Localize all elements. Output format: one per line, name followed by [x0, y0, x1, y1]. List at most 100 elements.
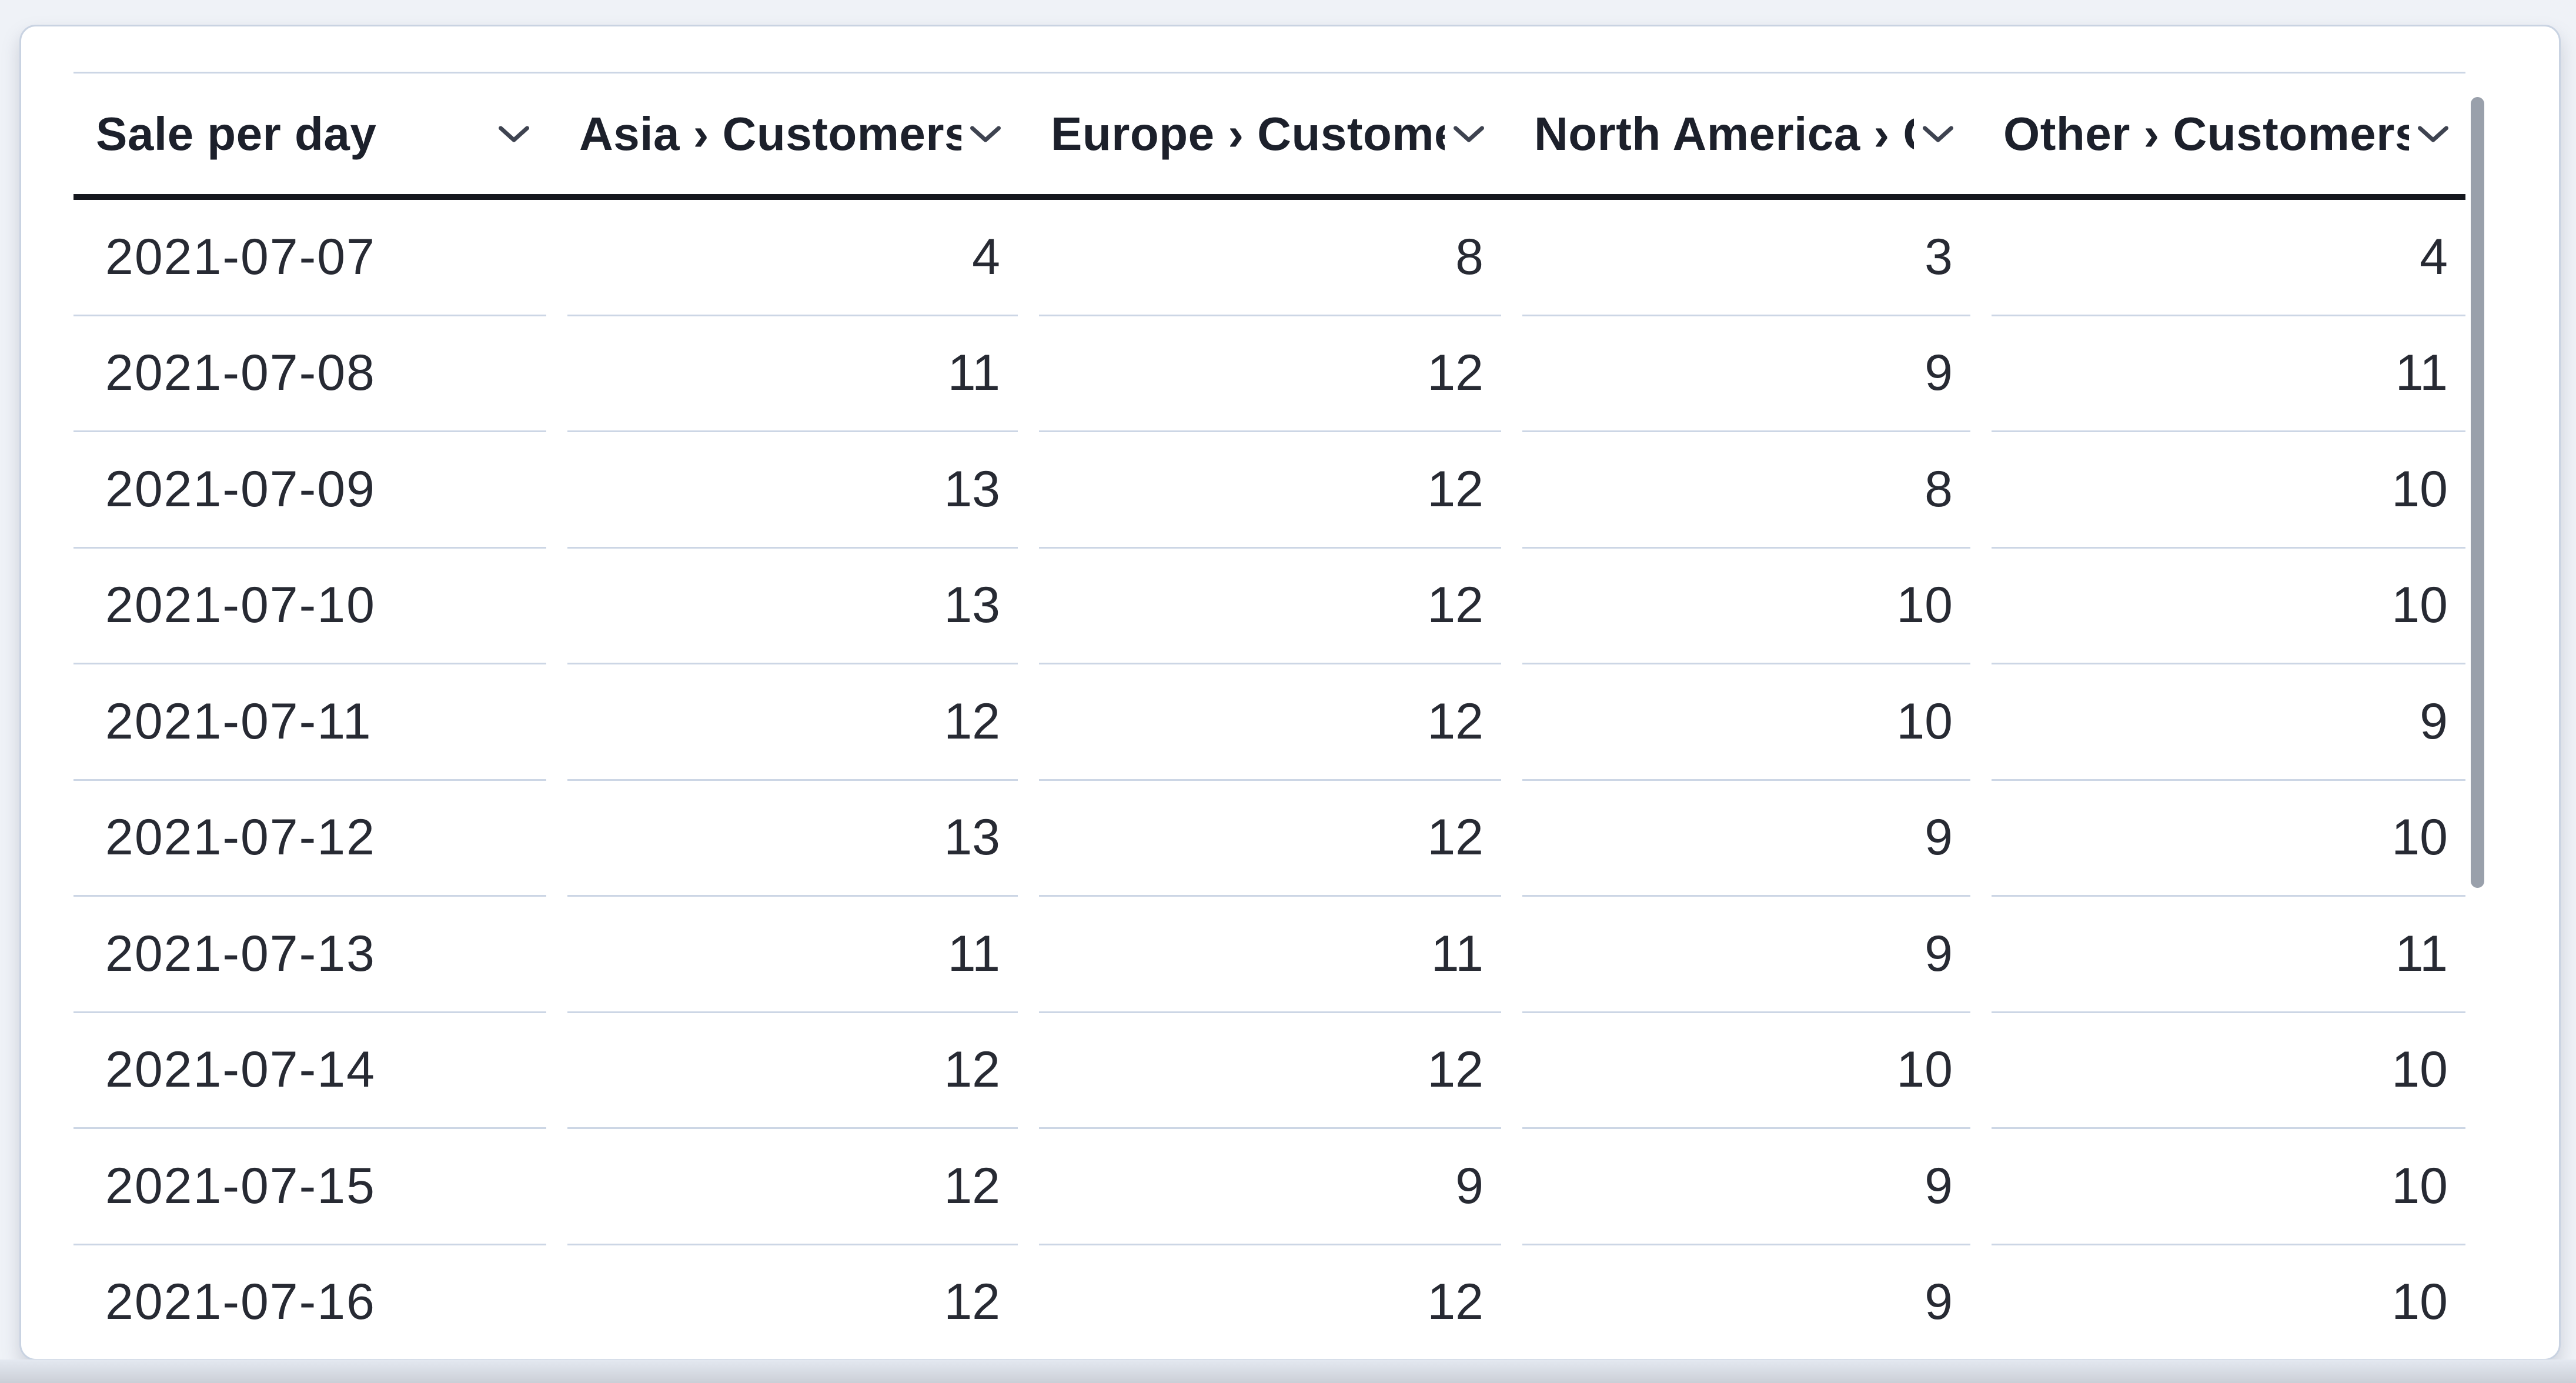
column-gap [1018, 1129, 1039, 1245]
value-cell-na: 3 [1522, 200, 1970, 316]
column-gap [1501, 897, 1522, 1013]
value-cell-europe: 12 [1039, 1245, 1501, 1359]
value-cell-other: 4 [1992, 200, 2465, 316]
column-gap [1501, 1129, 1522, 1245]
value-cell-europe: 12 [1039, 549, 1501, 664]
column-gap [546, 1013, 567, 1130]
value-cell-asia: 11 [567, 897, 1018, 1013]
column-gap [1018, 549, 1039, 665]
column-gap [1501, 1245, 1522, 1359]
column-gap [1501, 664, 1522, 781]
value-cell-na: 10 [1522, 1013, 1970, 1129]
value-cell-na: 9 [1522, 897, 1970, 1013]
value-cell-na: 9 [1522, 1245, 1970, 1359]
value-cell-other: 9 [1992, 664, 2465, 781]
data-table: Sale per day Asia › Customers Europe › Cus… [73, 72, 2465, 1359]
value-cell-other: 10 [1992, 549, 2465, 664]
date-cell: 2021-07-15 [73, 1129, 546, 1245]
column-gap [546, 664, 567, 781]
column-gap [1018, 1245, 1039, 1359]
value-cell-other: 11 [1992, 897, 2465, 1013]
column-gap [546, 1129, 567, 1245]
column-gap [1018, 1013, 1039, 1130]
value-cell-asia: 13 [567, 781, 1018, 897]
column-header-other[interactable]: Other › Customers [1992, 74, 2465, 194]
column-gap [1970, 200, 1992, 316]
column-gap [1018, 74, 1039, 194]
value-cell-other: 10 [1992, 781, 2465, 897]
column-gap [1970, 432, 1992, 549]
value-cell-other: 10 [1992, 1245, 2465, 1359]
column-gap [1501, 432, 1522, 549]
table-body: 2021-07-07 4 8 3 4 2021-07-08 11 12 9 11 2021-07-0… [73, 200, 2465, 1359]
column-header-label: Europe › Customers [1051, 107, 1445, 160]
column-gap [1501, 549, 1522, 665]
value-cell-na: 9 [1522, 316, 1970, 432]
column-header-label: Asia › Customers [579, 107, 961, 160]
date-cell: 2021-07-09 [73, 432, 546, 549]
value-cell-asia: 11 [567, 316, 1018, 432]
date-cell: 2021-07-08 [73, 316, 546, 432]
column-gap [1970, 74, 1992, 194]
column-gap [1501, 1013, 1522, 1130]
column-header-label: North America › Customers [1534, 107, 1914, 160]
table-row: 2021-07-15 12 9 9 10 [73, 1129, 2465, 1245]
value-cell-other: 11 [1992, 316, 2465, 432]
column-gap [1501, 74, 1522, 194]
column-gap [1501, 200, 1522, 316]
table-row: 2021-07-11 12 12 10 9 [73, 664, 2465, 781]
table-row: 2021-07-07 4 8 3 4 [73, 200, 2465, 316]
column-gap [1018, 200, 1039, 316]
column-gap [1018, 897, 1039, 1013]
value-cell-other: 10 [1992, 1013, 2465, 1129]
chevron-down-icon [1454, 125, 1484, 142]
table-row: 2021-07-16 12 12 9 10 [73, 1245, 2465, 1359]
column-gap [1018, 664, 1039, 781]
table-header-row: Sale per day Asia › Customers Europe › Cus… [73, 72, 2465, 200]
column-header-date[interactable]: Sale per day [73, 74, 546, 194]
column-gap [1501, 316, 1522, 433]
column-gap [1018, 781, 1039, 897]
date-cell: 2021-07-16 [73, 1245, 546, 1359]
column-header-na[interactable]: North America › Customers [1522, 74, 1970, 194]
column-header-europe[interactable]: Europe › Customers [1039, 74, 1501, 194]
value-cell-asia: 13 [567, 432, 1018, 549]
value-cell-other: 10 [1992, 432, 2465, 549]
date-cell: 2021-07-10 [73, 549, 546, 664]
value-cell-asia: 4 [567, 200, 1018, 316]
value-cell-na: 9 [1522, 781, 1970, 897]
date-cell: 2021-07-13 [73, 897, 546, 1013]
value-cell-europe: 12 [1039, 316, 1501, 432]
column-gap [1018, 432, 1039, 549]
chevron-down-icon [1923, 125, 1953, 142]
value-cell-na: 10 [1522, 549, 1970, 664]
value-cell-asia: 12 [567, 1129, 1018, 1245]
data-table-card: Sale per day Asia › Customers Europe › Cus… [19, 25, 2561, 1361]
column-gap [546, 316, 567, 433]
table-row: 2021-07-09 13 12 8 10 [73, 432, 2465, 549]
column-gap [546, 200, 567, 316]
column-gap [1501, 781, 1522, 897]
column-gap [546, 781, 567, 897]
table-row: 2021-07-08 11 12 9 11 [73, 316, 2465, 433]
column-header-asia[interactable]: Asia › Customers [567, 74, 1018, 194]
value-cell-asia: 12 [567, 1013, 1018, 1129]
value-cell-europe: 11 [1039, 897, 1501, 1013]
table-row: 2021-07-12 13 12 9 10 [73, 781, 2465, 897]
column-gap [1970, 1129, 1992, 1245]
value-cell-asia: 13 [567, 549, 1018, 664]
column-gap [1970, 897, 1992, 1013]
table-row: 2021-07-13 11 11 9 11 [73, 897, 2465, 1013]
column-gap [1018, 316, 1039, 433]
vertical-scrollbar[interactable] [2471, 97, 2484, 888]
value-cell-europe: 12 [1039, 664, 1501, 781]
column-gap [1970, 549, 1992, 665]
column-gap [546, 1245, 567, 1359]
value-cell-asia: 12 [567, 664, 1018, 781]
chevron-down-icon [970, 125, 1001, 142]
date-cell: 2021-07-11 [73, 664, 546, 781]
column-gap [1970, 781, 1992, 897]
date-cell: 2021-07-07 [73, 200, 546, 316]
table-row: 2021-07-10 13 12 10 10 [73, 549, 2465, 665]
